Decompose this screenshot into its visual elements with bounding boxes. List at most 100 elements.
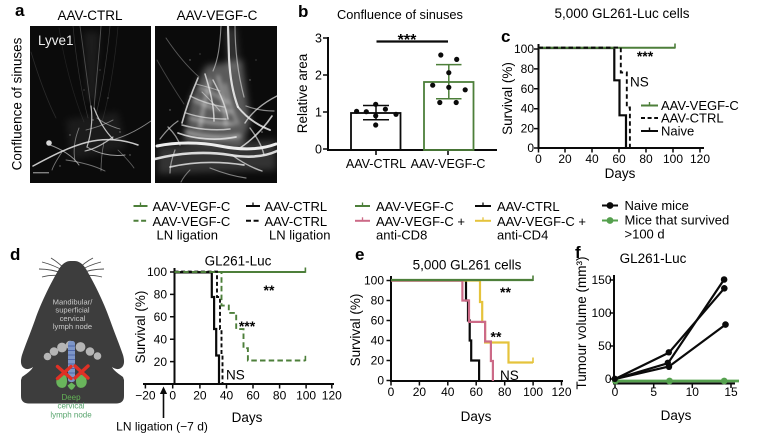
svg-text:AAV-VEGF-C +: AAV-VEGF-C + bbox=[376, 214, 465, 229]
svg-text:GL261-Luc: GL261-Luc bbox=[620, 251, 687, 266]
svg-text:AAV-CTRL: AAV-CTRL bbox=[497, 199, 560, 214]
svg-text:AAV-VEGF-C: AAV-VEGF-C bbox=[376, 199, 454, 214]
svg-text:Days: Days bbox=[661, 408, 692, 423]
svg-text:AAV-CTRL: AAV-CTRL bbox=[346, 157, 406, 171]
svg-text:0: 0 bbox=[315, 142, 322, 156]
svg-text:0: 0 bbox=[388, 385, 395, 399]
svg-text:0: 0 bbox=[169, 389, 176, 403]
svg-text:5: 5 bbox=[650, 385, 657, 399]
svg-text:40: 40 bbox=[371, 334, 385, 348]
svg-text:***: *** bbox=[637, 48, 654, 64]
svg-text:60: 60 bbox=[521, 82, 535, 96]
svg-text:AAV-CTRL: AAV-CTRL bbox=[661, 110, 724, 125]
svg-text:20: 20 bbox=[413, 385, 427, 399]
svg-text:120: 120 bbox=[551, 385, 571, 399]
svg-text:Naive mice: Naive mice bbox=[625, 198, 689, 213]
svg-text:**: ** bbox=[264, 282, 275, 298]
svg-text:80: 80 bbox=[521, 62, 535, 76]
svg-text:AAV-CTRL: AAV-CTRL bbox=[265, 199, 328, 214]
svg-text:0: 0 bbox=[612, 385, 619, 399]
svg-text:Days: Days bbox=[461, 409, 492, 424]
svg-text:AAV-VEGF-C: AAV-VEGF-C bbox=[177, 8, 258, 23]
svg-text:40: 40 bbox=[585, 152, 599, 166]
svg-text:Survival (%): Survival (%) bbox=[348, 294, 363, 367]
svg-text:3: 3 bbox=[315, 31, 322, 45]
svg-text:40: 40 bbox=[441, 385, 455, 399]
svg-text:80: 80 bbox=[154, 288, 168, 302]
svg-text:NS: NS bbox=[500, 368, 519, 383]
svg-text:d: d bbox=[10, 245, 20, 264]
svg-text:cervical: cervical bbox=[57, 402, 84, 411]
svg-text:2: 2 bbox=[315, 68, 322, 82]
svg-text:AAV-VEGF-C: AAV-VEGF-C bbox=[153, 214, 231, 229]
svg-text:f: f bbox=[575, 243, 581, 262]
svg-text:AAV-CTRL: AAV-CTRL bbox=[265, 214, 328, 229]
svg-text:1: 1 bbox=[315, 105, 322, 119]
svg-text:5,000 GL261-Luc cells: 5,000 GL261-Luc cells bbox=[554, 6, 689, 21]
svg-text:40: 40 bbox=[521, 102, 535, 116]
svg-text:20: 20 bbox=[193, 389, 207, 403]
svg-text:e: e bbox=[355, 245, 364, 264]
svg-text:20: 20 bbox=[371, 354, 385, 368]
svg-text:Days: Days bbox=[232, 410, 263, 425]
svg-text:100: 100 bbox=[663, 152, 683, 166]
svg-text:0: 0 bbox=[377, 374, 384, 388]
svg-text:20: 20 bbox=[154, 355, 168, 369]
svg-text:Mandibular/: Mandibular/ bbox=[53, 298, 94, 307]
svg-text:5,000 GL261 cells: 5,000 GL261 cells bbox=[413, 258, 522, 273]
svg-text:>100 d: >100 d bbox=[625, 227, 665, 242]
svg-text:60: 60 bbox=[246, 389, 260, 403]
svg-text:Survival (%): Survival (%) bbox=[133, 291, 148, 364]
svg-text:b: b bbox=[298, 2, 308, 21]
svg-text:LN ligation (−7 d): LN ligation (−7 d) bbox=[116, 420, 208, 434]
svg-text:120: 120 bbox=[322, 389, 342, 403]
svg-text:50: 50 bbox=[598, 339, 612, 353]
svg-text:150: 150 bbox=[591, 273, 611, 287]
svg-text:AAV-VEGF-C +: AAV-VEGF-C + bbox=[497, 214, 586, 229]
svg-text:AAV-VEGF-C: AAV-VEGF-C bbox=[411, 157, 486, 171]
svg-text:Deep: Deep bbox=[61, 393, 81, 402]
svg-text:AAV-CTRL: AAV-CTRL bbox=[57, 8, 123, 23]
svg-text:**: ** bbox=[500, 284, 511, 300]
svg-text:Confluence of sinuses: Confluence of sinuses bbox=[337, 7, 463, 22]
svg-text:Naive: Naive bbox=[661, 123, 694, 138]
svg-text:100: 100 bbox=[147, 265, 167, 279]
svg-text:AAV-VEGF-C: AAV-VEGF-C bbox=[661, 98, 739, 113]
svg-text:100: 100 bbox=[523, 385, 543, 399]
svg-text:lymph node: lymph node bbox=[50, 410, 92, 419]
svg-text:100: 100 bbox=[364, 274, 384, 288]
svg-text:Confluence of sinuses: Confluence of sinuses bbox=[10, 37, 25, 170]
svg-text:Mice that survived: Mice that survived bbox=[625, 213, 730, 228]
svg-text:a: a bbox=[15, 1, 25, 20]
svg-text:***: *** bbox=[398, 32, 417, 49]
svg-text:Lyve1: Lyve1 bbox=[38, 33, 74, 48]
svg-text:20: 20 bbox=[521, 122, 535, 136]
svg-text:80: 80 bbox=[371, 294, 385, 308]
svg-text:lymph node: lymph node bbox=[53, 322, 92, 331]
svg-text:100: 100 bbox=[514, 42, 534, 56]
svg-text:Relative area: Relative area bbox=[295, 53, 310, 133]
svg-text:superficial: superficial bbox=[55, 306, 89, 315]
svg-text:GL261-Luc: GL261-Luc bbox=[205, 254, 272, 269]
svg-text:NS: NS bbox=[226, 368, 245, 383]
svg-text:Tumour volume (mm³): Tumour volume (mm³) bbox=[574, 256, 589, 389]
svg-text:40: 40 bbox=[154, 332, 168, 346]
svg-text:15: 15 bbox=[724, 385, 738, 399]
svg-text:80: 80 bbox=[273, 389, 287, 403]
svg-text:100: 100 bbox=[296, 389, 316, 403]
svg-text:AAV-VEGF-C: AAV-VEGF-C bbox=[153, 199, 231, 214]
svg-text:***: *** bbox=[239, 318, 256, 334]
svg-text:LN ligation: LN ligation bbox=[269, 228, 330, 243]
svg-text:10: 10 bbox=[686, 385, 700, 399]
svg-text:0: 0 bbox=[527, 141, 534, 155]
svg-text:−20: −20 bbox=[135, 389, 156, 403]
svg-text:80: 80 bbox=[639, 152, 653, 166]
svg-text:Survival (%): Survival (%) bbox=[500, 62, 515, 135]
svg-text:40: 40 bbox=[220, 389, 234, 403]
svg-text:60: 60 bbox=[470, 385, 484, 399]
svg-text:LN ligation: LN ligation bbox=[157, 228, 218, 243]
svg-text:0: 0 bbox=[535, 152, 542, 166]
svg-text:NS: NS bbox=[630, 75, 649, 90]
svg-text:20: 20 bbox=[558, 152, 572, 166]
svg-text:anti-CD8: anti-CD8 bbox=[376, 228, 427, 243]
